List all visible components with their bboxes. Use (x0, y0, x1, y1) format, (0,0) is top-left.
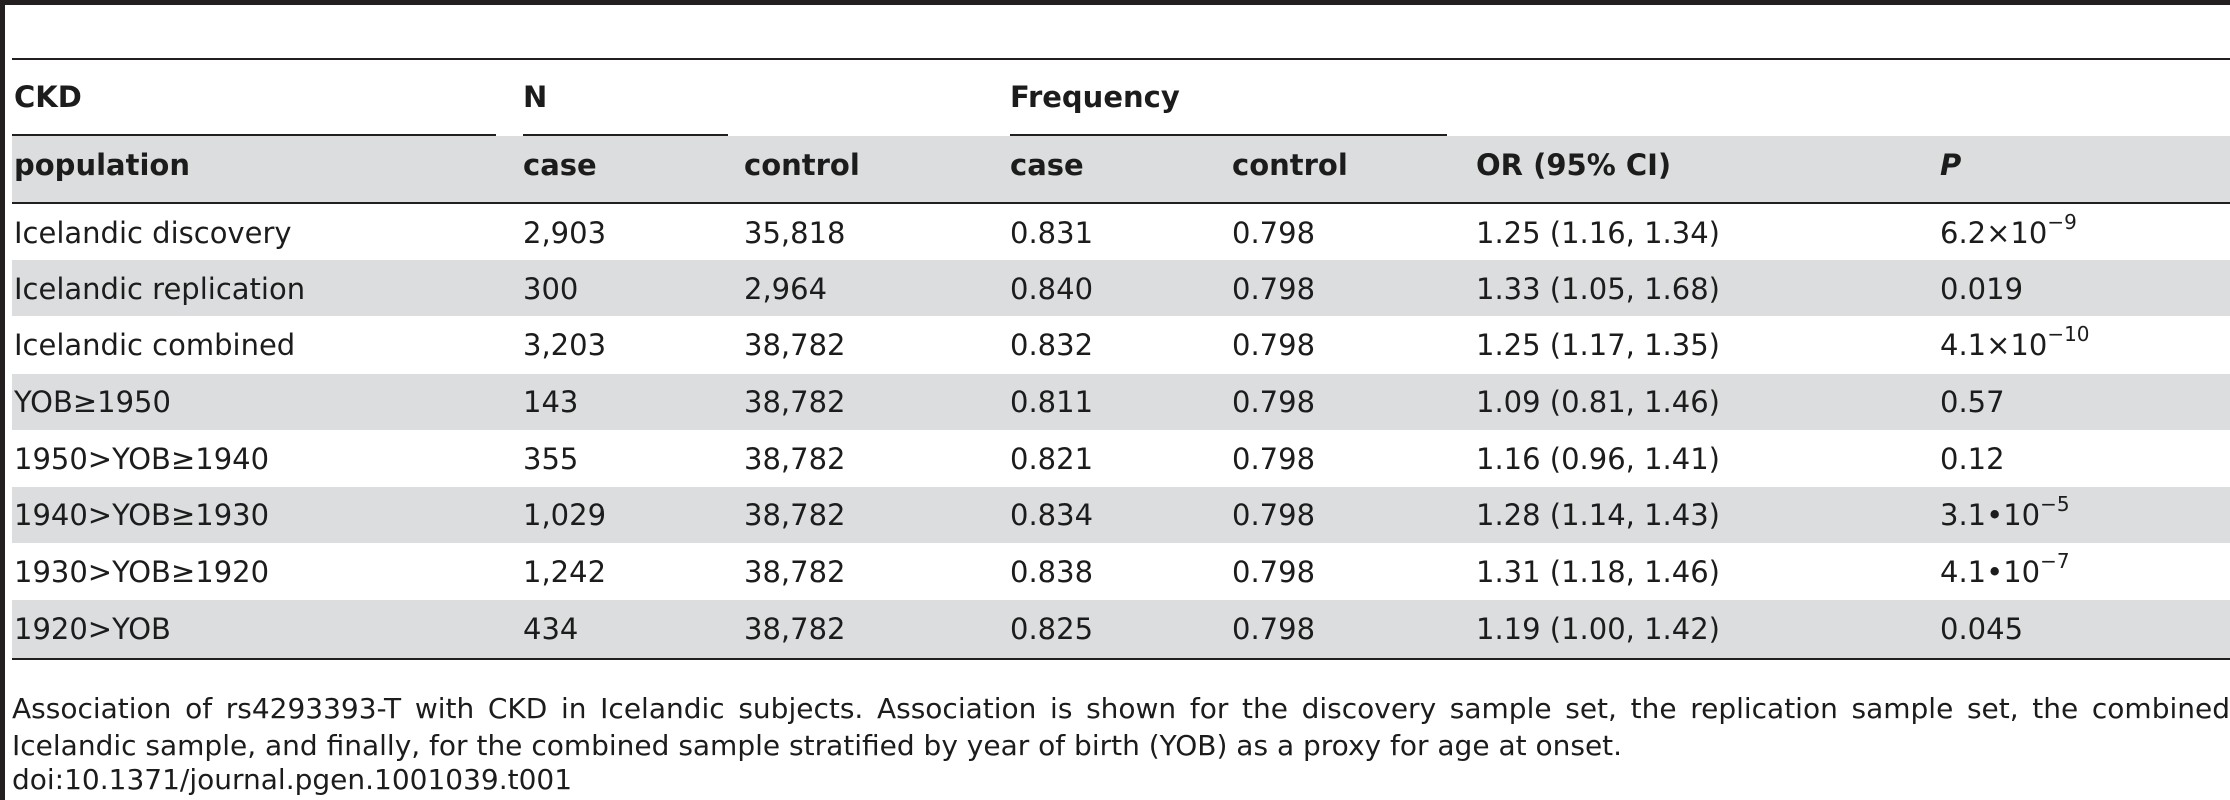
row-or: 1.09 (0.81, 1.46) (1476, 385, 1720, 419)
row-freq-case: 0.831 (1010, 216, 1094, 250)
row-freq-control: 0.798 (1232, 328, 1316, 362)
row-freq-case: 0.840 (1010, 272, 1094, 306)
subheader-band (12, 136, 2230, 202)
row-p: 4.1•10−7 (1940, 549, 2070, 589)
row-freq-case: 0.825 (1010, 612, 1094, 646)
header-n: N (523, 80, 548, 114)
row-n-control: 38,782 (744, 328, 846, 362)
col-or: OR (95% CI) (1476, 148, 1672, 182)
doi-text: doi:10.1371/journal.pgen.1001039.t001 (12, 763, 573, 796)
header-ckd: CKD (14, 80, 82, 114)
row-or: 1.19 (1.00, 1.42) (1476, 612, 1720, 646)
table-caption: Association of rs4293393-T with CKD in I… (12, 692, 2230, 762)
row-band (12, 374, 2230, 430)
row-n-control: 38,782 (744, 555, 846, 589)
row-p: 3.1•10−5 (1940, 492, 2070, 532)
table-top-rule (12, 58, 2230, 60)
col-freq-case: case (1010, 148, 1084, 182)
frequency-group-rule (1010, 134, 1447, 136)
row-n-control: 38,782 (744, 612, 846, 646)
row-n-case: 143 (523, 385, 579, 419)
row-freq-control: 0.798 (1232, 612, 1316, 646)
row-population: Icelandic replication (14, 272, 306, 306)
row-population: 1930>YOB≥1920 (14, 555, 270, 589)
row-freq-control: 0.798 (1232, 385, 1316, 419)
row-n-case: 2,903 (523, 216, 607, 250)
top-border (0, 0, 2230, 5)
row-freq-control: 0.798 (1232, 272, 1316, 306)
col-n-control: control (744, 148, 860, 182)
row-p: 0.019 (1940, 272, 2024, 306)
row-n-case: 1,029 (523, 498, 607, 532)
col-freq-control: control (1232, 148, 1348, 182)
row-population: Icelandic discovery (14, 216, 292, 250)
row-freq-case: 0.838 (1010, 555, 1094, 589)
row-freq-control: 0.798 (1232, 216, 1316, 250)
row-n-case: 3,203 (523, 328, 607, 362)
row-band (12, 600, 2230, 658)
row-n-control: 38,782 (744, 442, 846, 476)
row-population: YOB≥1950 (14, 385, 171, 419)
row-freq-control: 0.798 (1232, 442, 1316, 476)
ckd-group-rule (12, 134, 496, 136)
row-or: 1.31 (1.18, 1.46) (1476, 555, 1720, 589)
row-or: 1.25 (1.16, 1.34) (1476, 216, 1720, 250)
row-p: 0.57 (1940, 385, 2005, 419)
row-band (12, 487, 2230, 543)
row-freq-case: 0.811 (1010, 385, 1094, 419)
row-n-case: 355 (523, 442, 579, 476)
row-n-control: 2,964 (744, 272, 828, 306)
row-or: 1.33 (1.05, 1.68) (1476, 272, 1720, 306)
row-n-control: 38,782 (744, 498, 846, 532)
row-freq-case: 0.821 (1010, 442, 1094, 476)
row-band (12, 260, 2230, 316)
results-table: CKD N Frequency population case control … (12, 0, 2230, 800)
row-population: Icelandic combined (14, 328, 296, 362)
row-freq-control: 0.798 (1232, 555, 1316, 589)
col-population: population (14, 148, 190, 182)
n-group-rule (523, 134, 728, 136)
row-freq-case: 0.834 (1010, 498, 1094, 532)
header-frequency: Frequency (1010, 80, 1180, 114)
row-or: 1.28 (1.14, 1.43) (1476, 498, 1720, 532)
row-freq-case: 0.832 (1010, 328, 1094, 362)
row-or: 1.16 (0.96, 1.41) (1476, 442, 1720, 476)
row-freq-control: 0.798 (1232, 498, 1316, 532)
row-p: 0.045 (1940, 612, 2024, 646)
row-n-case: 1,242 (523, 555, 607, 589)
row-population: 1920>YOB (14, 612, 171, 646)
table-bottom-rule (12, 658, 2230, 660)
col-n-case: case (523, 148, 597, 182)
col-p: P (1940, 148, 1962, 182)
row-n-case: 434 (523, 612, 579, 646)
row-or: 1.25 (1.17, 1.35) (1476, 328, 1720, 362)
row-p: 4.1×10−10 (1940, 322, 2090, 362)
left-border (0, 0, 5, 800)
row-n-case: 300 (523, 272, 579, 306)
row-population: 1940>YOB≥1930 (14, 498, 270, 532)
row-population: 1950>YOB≥1940 (14, 442, 270, 476)
row-p: 6.2×10−9 (1940, 210, 2077, 250)
row-p: 0.12 (1940, 442, 2005, 476)
header-bottom-rule (12, 202, 2230, 204)
row-n-control: 35,818 (744, 216, 846, 250)
row-n-control: 38,782 (744, 385, 846, 419)
